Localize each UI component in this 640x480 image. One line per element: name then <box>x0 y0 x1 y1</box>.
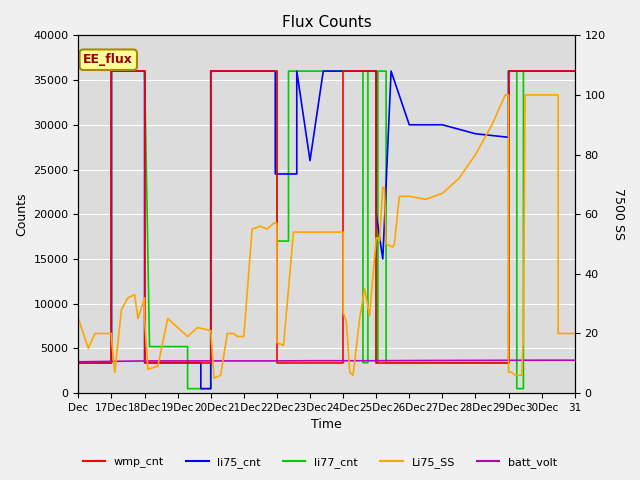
Title: Flux Counts: Flux Counts <box>282 15 371 30</box>
Legend: wmp_cnt, li75_cnt, li77_cnt, Li75_SS, batt_volt: wmp_cnt, li75_cnt, li77_cnt, Li75_SS, ba… <box>78 452 562 472</box>
Y-axis label: Counts: Counts <box>15 192 28 236</box>
X-axis label: Time: Time <box>311 419 342 432</box>
Y-axis label: 7500 SS: 7500 SS <box>612 188 625 240</box>
Text: EE_flux: EE_flux <box>83 53 133 66</box>
